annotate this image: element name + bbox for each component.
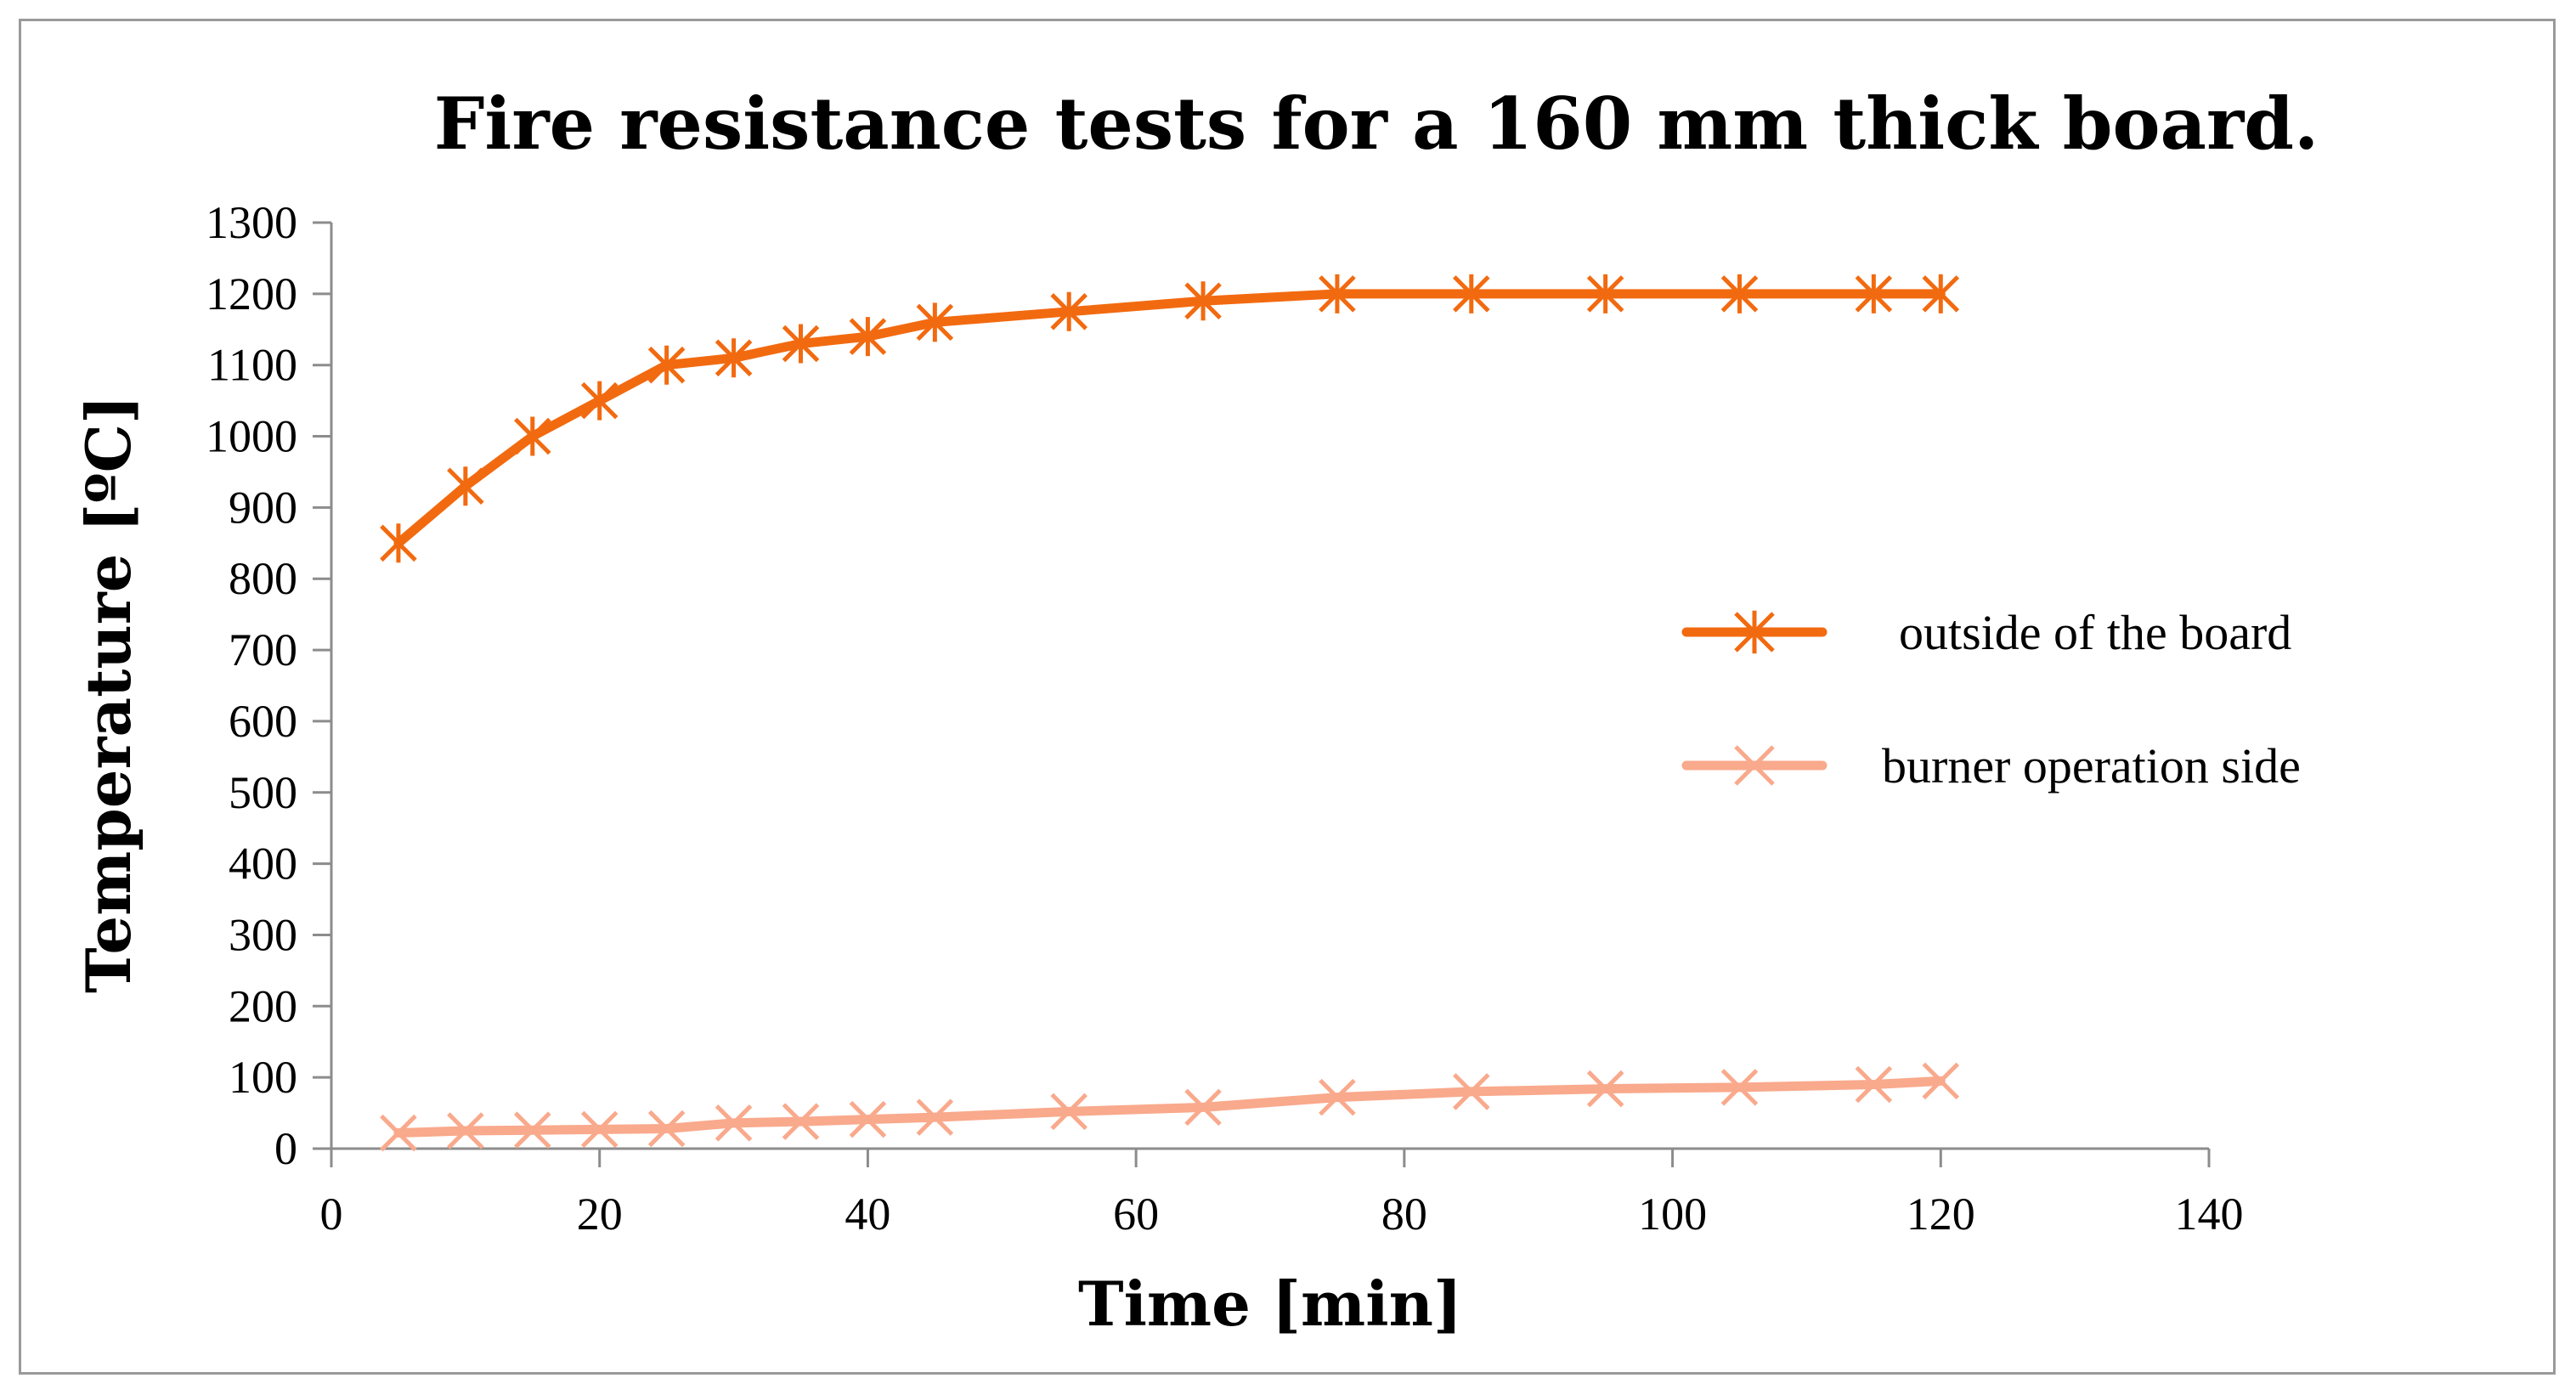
marker-stroke bbox=[514, 1111, 551, 1149]
data-point bbox=[580, 381, 619, 421]
y-tick-label: 200 bbox=[229, 980, 297, 1031]
legend-label: outside of the board bbox=[1899, 605, 2291, 660]
y-tick-label: 1100 bbox=[207, 340, 297, 391]
line-chart: Fire resistance tests for a 160 mm thick… bbox=[72, 82, 2319, 1340]
y-tick-label: 600 bbox=[229, 696, 297, 747]
y-tick-label: 0 bbox=[274, 1123, 297, 1174]
series-1 bbox=[380, 1062, 1960, 1152]
x-tick-label: 140 bbox=[2175, 1189, 2244, 1240]
data-point bbox=[1586, 274, 1624, 313]
data-point bbox=[849, 317, 887, 357]
data-point bbox=[380, 1114, 417, 1152]
y-tick-label: 500 bbox=[229, 767, 297, 818]
series-layer bbox=[380, 274, 1960, 1152]
data-point bbox=[447, 466, 484, 506]
y-tick-label: 700 bbox=[229, 624, 297, 675]
marker-stroke bbox=[580, 1110, 619, 1149]
y-tick-label: 400 bbox=[229, 839, 297, 890]
marker-stroke bbox=[916, 1098, 954, 1136]
x-tick-label: 40 bbox=[845, 1189, 890, 1240]
axes bbox=[313, 221, 2211, 1167]
chart-title: Fire resistance tests for a 160 mm thick… bbox=[434, 82, 2319, 166]
data-point bbox=[1184, 281, 1222, 321]
y-tick-label: 900 bbox=[229, 482, 297, 533]
data-point bbox=[849, 1100, 887, 1138]
tick-labels: 0100200300400500600700800900100011001200… bbox=[206, 197, 2244, 1240]
data-point bbox=[580, 1110, 619, 1149]
series-line bbox=[393, 289, 1946, 548]
marker-stroke bbox=[1453, 1073, 1490, 1110]
y-tick-label: 1000 bbox=[206, 411, 297, 462]
marker-stroke bbox=[380, 1114, 417, 1152]
marker-stroke bbox=[1319, 1078, 1356, 1116]
data-point bbox=[1453, 274, 1490, 313]
legend-marker bbox=[1734, 610, 1775, 654]
data-point bbox=[1922, 274, 1960, 313]
x-tick-label: 20 bbox=[577, 1189, 623, 1240]
x-tick-label: 100 bbox=[1638, 1189, 1707, 1240]
data-point bbox=[715, 1104, 753, 1142]
data-point bbox=[1319, 274, 1356, 313]
marker-stroke bbox=[715, 1104, 753, 1142]
legend-label: burner operation side bbox=[1882, 738, 2301, 794]
legend-item: outside of the board bbox=[1681, 605, 2291, 660]
data-point bbox=[1050, 1093, 1087, 1131]
marker-stroke bbox=[1855, 1065, 1893, 1104]
marker-stroke bbox=[1050, 1093, 1087, 1131]
data-point bbox=[1319, 1078, 1356, 1116]
data-point bbox=[1922, 1062, 1960, 1100]
data-point bbox=[1184, 1088, 1222, 1127]
x-tick-label: 80 bbox=[1381, 1189, 1427, 1240]
series-0 bbox=[380, 274, 1960, 563]
data-point bbox=[380, 523, 417, 563]
x-tick-label: 120 bbox=[1907, 1189, 1975, 1240]
y-tick-label: 300 bbox=[229, 909, 297, 960]
data-point bbox=[782, 1103, 820, 1140]
legend-item: burner operation side bbox=[1681, 738, 2301, 794]
x-tick-label: 0 bbox=[320, 1189, 343, 1240]
y-axis-label: Temperature [ºC] bbox=[72, 395, 144, 993]
data-point bbox=[782, 324, 820, 364]
data-point bbox=[715, 338, 753, 378]
data-point bbox=[514, 416, 551, 456]
marker-stroke bbox=[849, 1100, 887, 1138]
legend: outside of the board burner operation sid… bbox=[1681, 605, 2301, 794]
marker-stroke bbox=[1720, 1069, 1759, 1106]
data-point bbox=[1050, 291, 1087, 331]
x-axis-label: Time [min] bbox=[1078, 1268, 1462, 1340]
data-point bbox=[1586, 1070, 1624, 1108]
data-point bbox=[916, 1098, 954, 1136]
marker-stroke bbox=[782, 1103, 820, 1140]
series-line bbox=[393, 1076, 1946, 1138]
y-tick-label: 800 bbox=[229, 553, 297, 604]
y-tick-label: 1200 bbox=[206, 268, 297, 319]
legend-marker bbox=[1734, 745, 1775, 786]
data-point bbox=[1453, 1073, 1490, 1110]
marker-stroke bbox=[1922, 1062, 1960, 1100]
data-point bbox=[1720, 274, 1759, 313]
marker-stroke bbox=[447, 1112, 484, 1149]
y-tick-label: 100 bbox=[229, 1052, 297, 1103]
marker-stroke bbox=[647, 1110, 686, 1148]
chart-frame: Fire resistance tests for a 160 mm thick… bbox=[19, 19, 2556, 1375]
data-point bbox=[514, 1111, 551, 1149]
marker-stroke bbox=[1184, 1088, 1222, 1127]
x-tick-label: 60 bbox=[1113, 1189, 1159, 1240]
data-point bbox=[647, 345, 686, 385]
data-point bbox=[1720, 1069, 1759, 1106]
data-point bbox=[447, 1112, 484, 1149]
marker-stroke bbox=[1734, 745, 1775, 786]
marker-stroke bbox=[1586, 1070, 1624, 1108]
data-point bbox=[1855, 1065, 1893, 1104]
data-point bbox=[1855, 274, 1893, 313]
y-tick-label: 1300 bbox=[206, 197, 297, 248]
data-point bbox=[647, 1110, 686, 1148]
data-point bbox=[916, 302, 954, 342]
